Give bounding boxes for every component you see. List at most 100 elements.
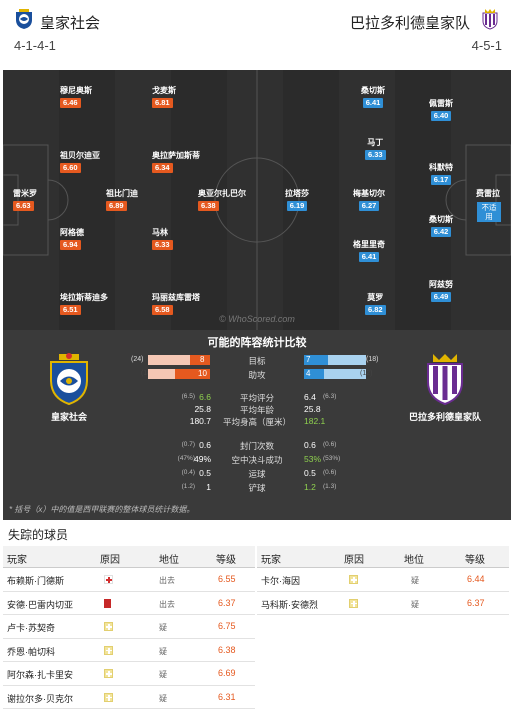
away-league-avg: (0.6) <box>323 469 337 476</box>
stat-label: 平均评分 <box>239 393 274 403</box>
away-player-right-mid[interactable]: 莫罗 6.82 <box>365 293 386 315</box>
home-player-striker[interactable]: 奥亚尔扎巴尔 6.38 <box>198 189 246 211</box>
home-crest-name: 皇家社会 <box>50 412 87 422</box>
away-stat-value: 53% <box>304 454 322 464</box>
missing-player-rating: 6.55 <box>218 574 236 584</box>
away-player-right-center-mid[interactable]: 格里里奇 6.41 <box>353 240 385 262</box>
away-crest-name: 巴拉多利德皇家队 <box>408 412 481 422</box>
goals-home-bar-fill <box>189 355 210 365</box>
goals-home-league-avg: (24) <box>131 356 144 363</box>
assists-home-value: 10 <box>198 369 207 378</box>
missing-player-rating: 6.31 <box>218 691 236 702</box>
missing-player-name[interactable]: 安德·巴雷内切亚 <box>7 599 73 610</box>
missing-player-rating: 6.37 <box>467 597 485 608</box>
missing-player-row[interactable]: 谢拉尔多·贝克尔 疑 6.31 <box>3 686 255 709</box>
home-player-right-back[interactable]: 穆尼奥斯 6.46 <box>60 86 92 108</box>
away-player-goalkeeper[interactable]: 费雷拉 <box>476 189 500 198</box>
missing-player-name[interactable]: 布赖斯·门德斯 <box>7 576 64 586</box>
away-league-avg: (1.3) <box>323 483 337 490</box>
missing-player-name[interactable]: 卢卡·苏契奇 <box>7 623 55 633</box>
missing-player-rating: 6.75 <box>218 621 236 631</box>
home-player-left-center-back[interactable]: 阿格德 6.94 <box>60 228 84 250</box>
goals-away-league-avg: (18) <box>366 356 379 363</box>
missing-player-name[interactable]: 卡尔·海因 <box>261 576 300 586</box>
home-crest-icon <box>50 353 88 406</box>
home-player-left-back[interactable]: 埃拉斯蒂迪多 6.51 <box>60 293 108 315</box>
missing-player-row[interactable]: 阿尔森·扎卡里安 疑 6.69 <box>3 662 255 686</box>
away-player-striker[interactable]: 拉塔莎 6.19 <box>285 189 309 211</box>
comparison-footnote: * 括号（x）中的值是西甲联赛的整体球员统计数据。 <box>9 505 195 514</box>
away-missing-table: 玩家 原因 地位 等级 卡尔·海因疑 6.44 马科斯·安德烈疑 6.37 <box>257 546 509 615</box>
missing-player-status: 出去 <box>159 599 175 609</box>
away-player-left-center-mid[interactable]: 马丁 6.33 <box>365 138 386 160</box>
assists-home-league-avg: (18) <box>141 369 153 379</box>
pitch-lines <box>3 70 511 330</box>
away-player-left-back[interactable]: 佩雷斯 6.40 <box>429 99 453 121</box>
away-player-left-center-back[interactable]: 科默特 6.17 <box>429 163 453 185</box>
goals-label: 目标 <box>248 356 266 366</box>
doubtful-icon <box>104 692 113 702</box>
missing-player-row[interactable]: 乔恩·帕切科 疑 6.38 <box>3 639 255 662</box>
home-stat-value: 49% <box>193 454 211 464</box>
missing-player-name[interactable]: 马科斯·安德烈 <box>261 599 318 610</box>
away-league-avg: (0.6) <box>323 441 337 448</box>
missing-player-row[interactable]: 马科斯·安德烈 疑 6.37 <box>257 592 509 615</box>
stat-label: 运球 <box>248 469 266 479</box>
missing-players-section: 失踪的球员 玩家 原因 地位 等级 布赖斯·门德斯 出去 6.55 安德·巴雷内切亚出… <box>0 522 514 719</box>
goals-away-bar <box>304 355 366 365</box>
away-league-avg: (6.3) <box>323 393 337 400</box>
missing-player-name[interactable]: 阿尔森·扎卡里安 <box>7 670 73 680</box>
away-crest-icon <box>427 354 463 406</box>
home-player-goalkeeper[interactable]: 雷米罗 6.63 <box>13 189 37 211</box>
home-league-avg: (6.5) <box>181 393 195 400</box>
away-league-avg: (53%) <box>323 455 341 462</box>
home-stat-value: 25.8 <box>194 404 211 414</box>
away-player-right-back[interactable]: 阿兹努 6.49 <box>429 280 453 302</box>
missing-player-status: 出去 <box>159 576 175 585</box>
assists-home-bar <box>148 369 210 379</box>
doubtful-icon <box>104 669 113 678</box>
home-player-left-center-mid[interactable]: 马林 6.33 <box>152 228 173 250</box>
assists-label: 助攻 <box>248 370 266 380</box>
injury-icon <box>104 575 113 584</box>
assists-away-bar-fill <box>304 369 325 379</box>
home-league-avg: (1.2) <box>181 483 195 490</box>
missing-players-title: 失踪的球员 <box>8 528 69 542</box>
home-player-defensive-mid[interactable]: 祖比门迪 6.89 <box>106 189 138 211</box>
away-player-left-mid[interactable]: 桑切斯 6.41 <box>361 86 385 108</box>
missing-player-rating: 6.69 <box>218 668 236 678</box>
home-league-avg: (0.7) <box>181 441 195 448</box>
away-stat-value: 25.8 <box>304 404 321 414</box>
home-player-left-mid[interactable]: 玛丽兹库雷塔 6.58 <box>152 293 200 315</box>
comparison-title: 可能的阵容统计比较 <box>207 337 307 349</box>
stat-label: 空中决斗成功 <box>231 455 283 465</box>
missing-player-row[interactable]: 卡尔·海因 疑 6.44 <box>257 568 509 592</box>
home-stat-value: 1 <box>206 482 211 492</box>
away-player-right-center-back[interactable]: 桑切斯 6.42 <box>429 215 453 237</box>
missing-player-row[interactable]: 安德·巴雷内切亚 出去 6.37 <box>3 592 255 615</box>
away-stat-value: 0.5 <box>304 468 316 478</box>
missing-player-status: 疑 <box>159 670 167 679</box>
assists-away-league-avg: (12) <box>360 370 373 377</box>
goals-away-value: 7 <box>306 355 311 364</box>
table-header: 玩家 原因 地位 等级 <box>257 546 509 568</box>
home-player-right-center-mid[interactable]: 奥拉萨加斯蒂 6.34 <box>152 151 200 173</box>
missing-player-row[interactable]: 卢卡·苏契奇 疑 6.75 <box>3 615 255 639</box>
home-team-name[interactable]: 皇家社会 <box>40 15 101 32</box>
home-stat-value: 180.7 <box>189 416 211 426</box>
missing-player-name[interactable]: 乔恩·帕切科 <box>7 646 55 657</box>
goals-away-bar-fill <box>304 355 329 365</box>
home-player-right-mid[interactable]: 戈麦斯 6.81 <box>152 86 176 108</box>
missing-player-rating: 6.44 <box>467 574 485 584</box>
home-player-right-center-back[interactable]: 祖贝尔迪亚 6.60 <box>60 151 100 173</box>
missing-player-status: 疑 <box>159 693 167 703</box>
assists-home-bar-fill <box>175 369 210 379</box>
stat-label: 平均身高（厘米） <box>222 417 291 427</box>
missing-player-row[interactable]: 布赖斯·门德斯 出去 6.55 <box>3 568 255 592</box>
away-team-name[interactable]: 巴拉多利德皇家队 <box>349 15 470 32</box>
away-player-center-mid[interactable]: 梅基切尔 6.27 <box>353 189 385 211</box>
away-keeper-status-tag: 不适用 <box>477 202 501 222</box>
away-stat-value: 0.6 <box>304 440 316 450</box>
missing-player-status: 疑 <box>159 623 167 632</box>
missing-player-name[interactable]: 谢拉尔多·贝克尔 <box>7 693 73 704</box>
